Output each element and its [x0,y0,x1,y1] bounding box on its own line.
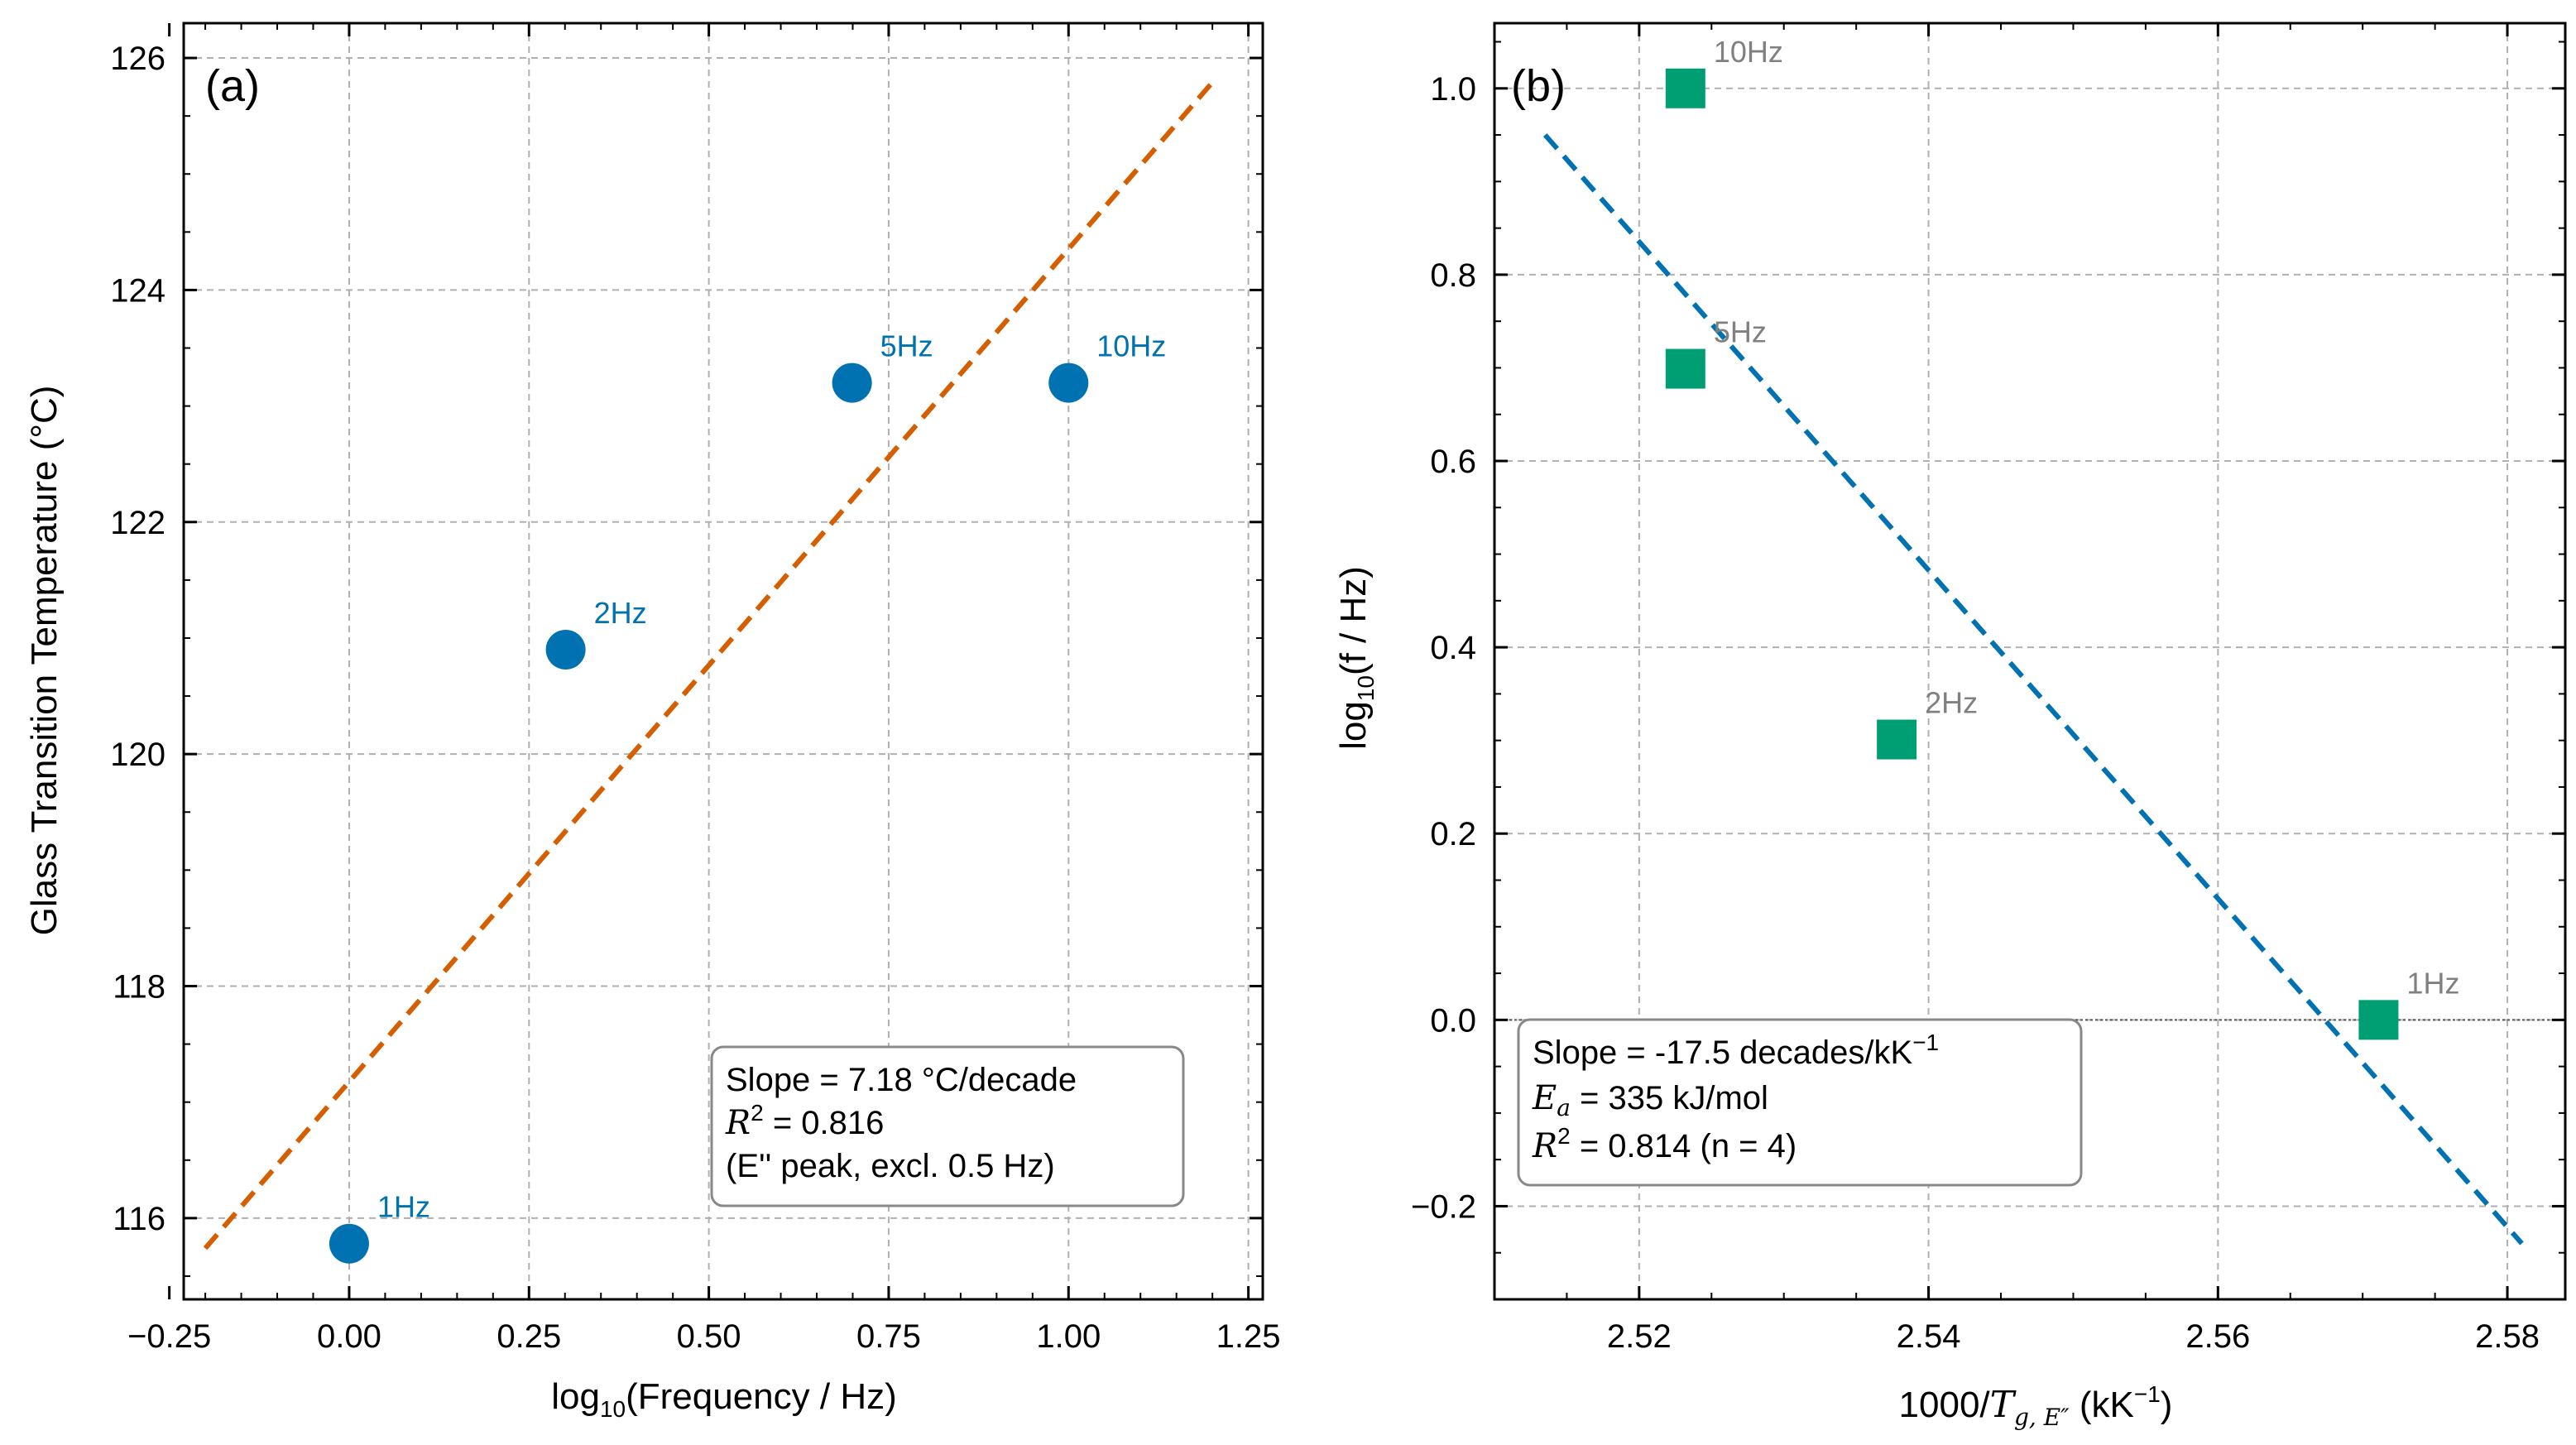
a-xtick-label: 0.00 [317,1318,381,1355]
a-data-point [545,629,586,670]
panel-b-annotation-box [1517,1018,2083,1187]
a-xtick-label: −0.25 [127,1318,211,1355]
b-point-label: 10Hz [1714,35,1783,69]
panel-a-ylabel: Glass Transition Temperature (°C) [24,386,65,936]
panel-a-xlabel: log10(Frequency / Hz) [551,1376,897,1422]
b-ytick-label: 0.0 [1430,1002,1476,1039]
a-ytick-label: 122 [110,505,165,541]
panel-a-fit-line [203,80,1215,1251]
a-xtick-label: 0.50 [677,1318,741,1355]
panel-a-annotation-slope: Slope = 7.18 °C/decade [726,1062,1077,1098]
panel-a-letter: (a) [205,61,260,111]
b-xtick-label: 2.58 [2475,1318,2540,1355]
a-xtick-label: 0.25 [496,1318,561,1355]
panel-b-annotation: Slope = -17.5 decades/kK−1 Ea = 335 kJ/m… [1517,1018,2083,1187]
panel-a-points: 1Hz 2Hz 5Hz 10Hz [329,329,1166,1264]
panel-b-ylabel: log10(f / Hz) [1333,566,1379,750]
panel-b-letter: (b) [1511,61,1566,111]
b-data-point [1665,348,1705,389]
a-data-point [832,362,872,403]
panel-b-xlabel: 1000/Tg, E″ (kK−1) [1899,1381,2173,1431]
a-data-point [1048,362,1089,403]
b-ytick-label: −0.2 [1411,1188,1476,1225]
b-ytick-label: 0.6 [1430,444,1476,480]
b-xtick-label: 2.52 [1607,1318,1672,1355]
panel-b-annotation-slope: Slope = -17.5 decades/kK−1 [1533,1030,1939,1071]
panel-a-annotation-r2: R2 = 0.816 [725,1100,884,1142]
panel-a-grid [184,23,1263,1299]
b-point-label: 1Hz [2406,966,2459,1000]
a-point-label: 5Hz [880,329,933,363]
a-point-label: 2Hz [594,596,647,630]
a-ytick-label: 118 [113,969,165,1006]
a-xtick-label: 1.00 [1036,1318,1101,1355]
panel-b-fit-line [1542,133,2524,1246]
b-ytick-label: 0.4 [1430,630,1476,666]
a-ytick-label: 120 [110,737,165,773]
b-ytick-label: 0.2 [1430,816,1476,852]
b-xtick-label: 2.54 [1897,1318,1961,1355]
b-ytick-label: 0.8 [1430,257,1476,294]
b-ytick-label: 1.0 [1430,71,1476,108]
a-xtick-label: 0.75 [856,1318,921,1355]
b-point-label: 2Hz [1925,686,1978,720]
panel-a-annotation: Slope = 7.18 °C/decade R2 = 0.816 (E'' p… [710,1045,1185,1207]
panel-a-annotation-note: (E'' peak, excl. 0.5 Hz) [726,1148,1055,1184]
a-ytick-label: 116 [113,1201,165,1237]
panel-b-chart: 10Hz 5Hz 2Hz 1Hz 2.52 2.54 2.56 2.58 −0.2 0.0 0.2… [1333,22,2567,1431]
panel-a-frame [182,22,1264,1301]
b-data-point [1877,719,1917,760]
b-data-point [1665,68,1705,108]
panel-a-chart: 1Hz 2Hz 5Hz 10Hz −0.25 0.00 0.25 0.50 0.75 1.00 1… [24,22,1281,1422]
panel-b-points: 10Hz 5Hz 2Hz 1Hz [1665,35,2459,1040]
panel-b-frame [1493,22,2567,1301]
a-ytick-label: 126 [110,41,165,77]
a-point-label: 10Hz [1096,329,1166,363]
b-data-point [2358,1000,2399,1040]
panel-b-annotation-ea: Ea = 335 kJ/mol [1532,1079,1768,1121]
panel-b-annotation-r2: R2 = 0.814 (n = 4) [1532,1123,1796,1165]
a-ytick-label: 124 [110,272,165,309]
a-data-point [329,1223,369,1264]
b-point-label: 5Hz [1714,315,1767,349]
a-point-label: 1Hz [377,1190,430,1224]
a-xtick-label: 1.25 [1216,1318,1281,1355]
b-xtick-label: 2.56 [2185,1318,2250,1355]
panel-a-annotation-box [710,1045,1185,1207]
